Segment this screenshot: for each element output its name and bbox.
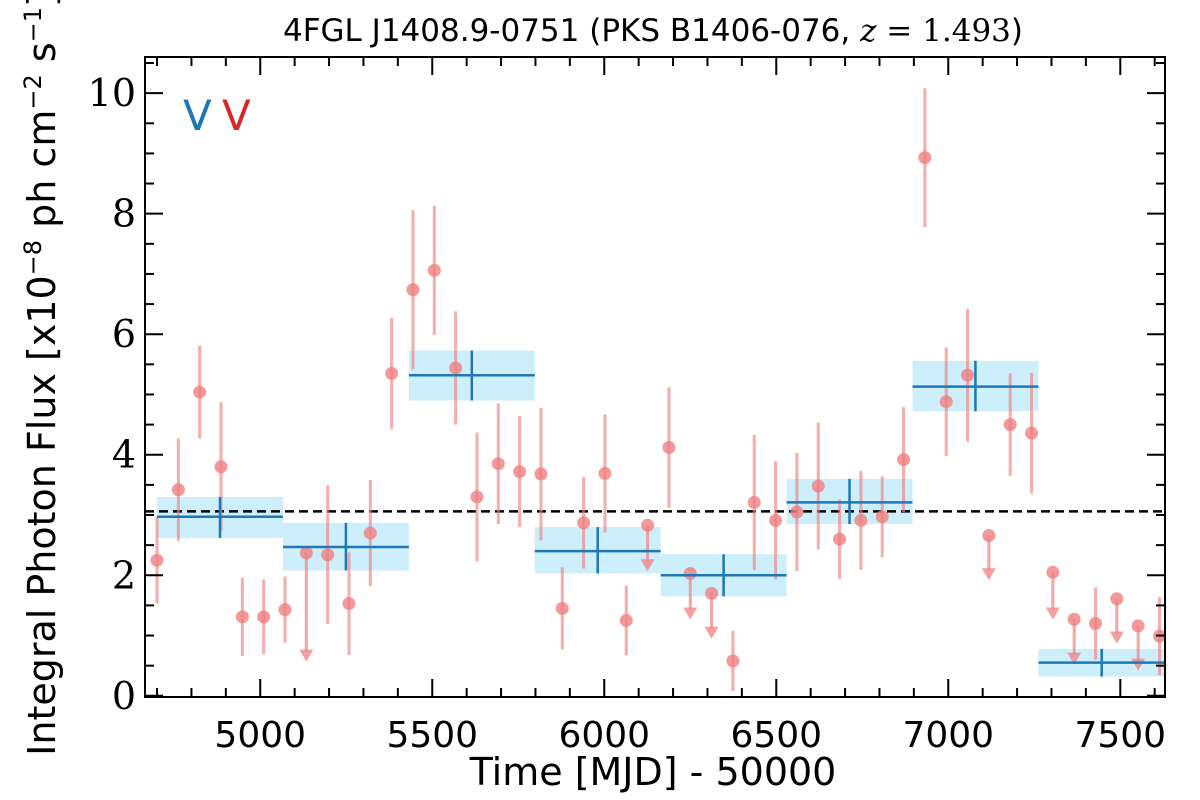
data-point-21: [598, 466, 612, 480]
chart-title: 4FGL J1408.9-0751 (PKS B1406-076, z = 1.…: [283, 13, 1023, 49]
ylabel-prefix: Integral Photon Flux [x10: [20, 275, 64, 756]
upper-limit-arrow-7: [299, 649, 314, 662]
ylabel-exp-3: −1: [19, 7, 47, 42]
upper-limit-point-43: [1067, 612, 1081, 626]
data-point-0: [150, 553, 164, 567]
data-point-32: [833, 532, 847, 546]
title-z-symbol: z: [859, 13, 877, 49]
plot-area: 5000 5500 6000 6500 7000 7500 0 2 4 6 8 10: [88, 56, 1166, 756]
data-point-19: [555, 601, 569, 615]
y-tick-label-1: 2: [112, 553, 136, 597]
upper-limit-arrow-42: [1045, 607, 1060, 620]
upper-limit-arrow-23: [640, 559, 655, 572]
ylabel-exp-2: −2: [19, 74, 47, 109]
x-tick-label-2: 6000: [558, 715, 650, 756]
y-axis-label: Integral Photon Flux [x10−8 ph cm−2 s−1]: [19, 0, 64, 756]
data-point-6: [278, 603, 292, 617]
ylabel-suffix: ]: [20, 0, 64, 7]
upper-limit-point-42: [1046, 565, 1060, 579]
data-point-41: [1025, 426, 1039, 440]
data-point-37: [939, 395, 953, 409]
data-point-13: [427, 263, 441, 277]
x-tick-label-4: 7000: [902, 715, 994, 756]
upper-limit-point-45: [1110, 592, 1124, 606]
data-point-27: [726, 654, 740, 668]
data-point-12: [406, 283, 420, 297]
x-tick-label-5: 7500: [1074, 715, 1166, 756]
data-point-29: [769, 513, 783, 527]
data-point-44: [1089, 616, 1103, 630]
data-point-10: [363, 526, 377, 540]
data-point-14: [449, 361, 463, 375]
data-point-8: [321, 548, 335, 562]
upper-limit-point-26: [705, 586, 719, 600]
data-point-36: [918, 151, 932, 165]
upper-limit-arrow-25: [683, 607, 698, 620]
upper-limit-point-25: [683, 566, 697, 580]
data-point-15: [470, 490, 484, 504]
legend: V V: [183, 91, 251, 140]
data-point-18: [534, 467, 548, 481]
plot-frame: [144, 56, 1166, 698]
data-point-4: [235, 610, 249, 624]
upper-limit-arrow-26: [704, 626, 719, 639]
upper-limit-point-39: [982, 528, 996, 542]
ylabel-mid-2: s: [20, 42, 64, 74]
y-tick-label-5: 10: [88, 71, 136, 115]
data-point-11: [385, 366, 399, 380]
upper-limit-point-7: [299, 546, 313, 560]
data-point-31: [811, 479, 825, 493]
upper-limit-point-23: [641, 518, 655, 532]
data-point-38: [961, 368, 975, 382]
legend-marker-blue: V: [183, 91, 212, 140]
data-point-35: [897, 453, 911, 467]
data-point-5: [257, 610, 271, 624]
title-z-value: 1.493: [922, 13, 1011, 49]
data-point-9: [342, 597, 356, 611]
upper-limit-arrow-39: [981, 568, 996, 581]
data-point-28: [747, 495, 761, 509]
data-point-2: [193, 385, 207, 399]
y-tick-label-3: 6: [112, 312, 136, 356]
data-point-22: [619, 613, 633, 627]
ylabel-mid-1: ph cm: [20, 110, 64, 240]
upper-limit-arrow-45: [1109, 631, 1124, 644]
ylabel-exp-1: −8: [19, 240, 47, 275]
legend-marker-red: V: [222, 91, 251, 140]
data-point-17: [513, 465, 527, 479]
data-point-20: [577, 516, 591, 530]
data-point-33: [854, 513, 868, 527]
x-tick-label-1: 5500: [386, 715, 478, 756]
svg-text:4FGL J1408.9-0751 (PKS B1406-0: 4FGL J1408.9-0751 (PKS B1406-076, z = 1.…: [283, 13, 1023, 49]
data-point-1: [171, 483, 185, 497]
y-tick-label-0: 0: [112, 674, 136, 718]
upper-limit-arrow-43: [1067, 652, 1082, 665]
title-prefix: 4FGL J1408.9-0751 (PKS B1406-076,: [283, 13, 860, 49]
title-suffix: ): [1011, 13, 1023, 49]
upper-limit-point-46: [1131, 619, 1145, 633]
x-tick-label-3: 6500: [730, 715, 822, 756]
y-tick-label-4: 8: [112, 192, 136, 236]
data-point-24: [662, 441, 676, 455]
y-tick-label-2: 4: [112, 433, 136, 477]
x-axis-label: Time [MJD] - 50000: [469, 750, 837, 794]
title-z-equals: =: [876, 13, 922, 49]
data-point-16: [491, 457, 505, 471]
data-point-34: [875, 510, 889, 524]
data-point-30: [790, 505, 804, 519]
svg-text:Integral Photon Flux [x10−8 ph: Integral Photon Flux [x10−8 ph cm−2 s−1]: [19, 0, 64, 756]
data-point-40: [1003, 418, 1017, 432]
x-tick-label-0: 5000: [214, 715, 306, 756]
data-point-3: [214, 460, 228, 474]
